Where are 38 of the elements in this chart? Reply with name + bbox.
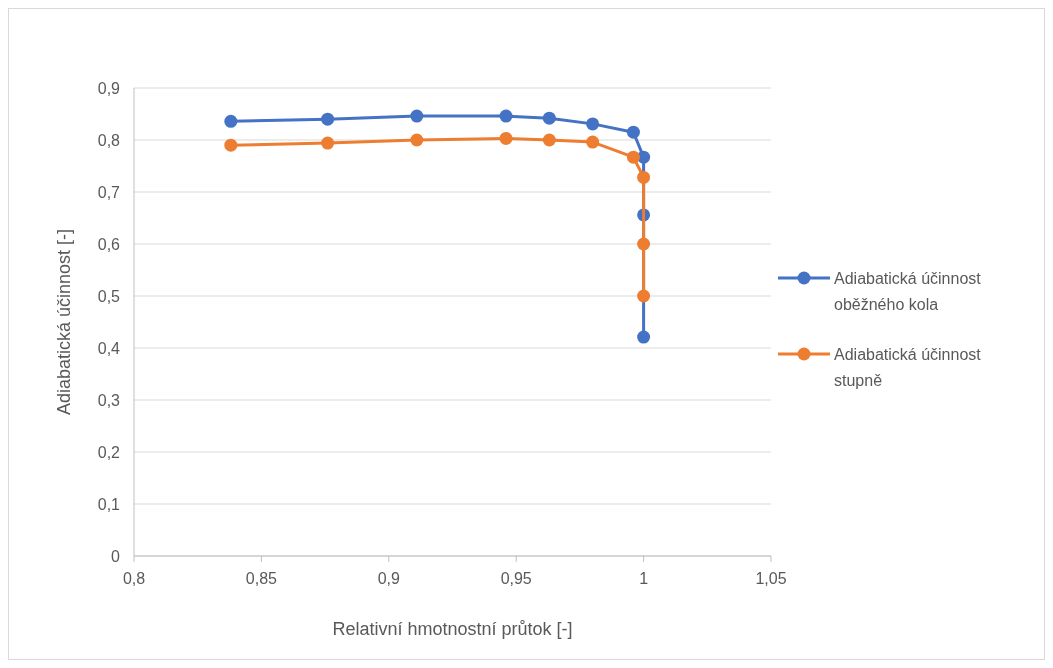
legend-label: Adiabatická účinnost oběžného kola [834,270,982,313]
y-axis-title: Adiabatická účinnost [-] [54,228,74,416]
x-tick-label: 0,95 [500,570,532,587]
legend-label: Adiabatická účinnost stupně [834,346,982,389]
point [637,330,651,344]
point [499,131,513,145]
y-tick-label: 0,3 [97,392,121,409]
point [637,170,651,184]
point [542,111,556,125]
x-tick-label: 0,8 [122,570,146,587]
point [586,135,600,149]
x-tick-label: 0,85 [245,570,278,587]
y-tick-label: 0,8 [97,132,121,149]
x-tick-label: 1 [639,570,649,587]
y-tick-label: 0 [111,548,121,565]
y-tick-label: 0,4 [97,340,121,357]
x-axis-title: Relativní hmotnostní průtok [-] [332,619,573,639]
point [542,133,556,147]
point [626,125,640,139]
point [224,114,238,128]
point [586,117,600,131]
point [637,237,651,251]
point [499,109,513,123]
y-tick-label: 0,7 [97,184,121,201]
point [410,133,424,147]
point [321,112,335,126]
y-tick-label: 0,6 [97,236,121,253]
y-tick-label: 0,2 [97,444,121,461]
y-tick-label: 0,1 [97,496,121,513]
x-tick-label: 0,9 [377,570,401,587]
y-tick-label: 0,9 [97,80,121,97]
x-tick-label: 1,05 [755,570,787,587]
y-tick-label: 0,5 [97,288,121,305]
point [637,289,651,303]
point [321,136,335,150]
point [410,109,424,123]
point [626,150,640,164]
point [224,138,238,152]
